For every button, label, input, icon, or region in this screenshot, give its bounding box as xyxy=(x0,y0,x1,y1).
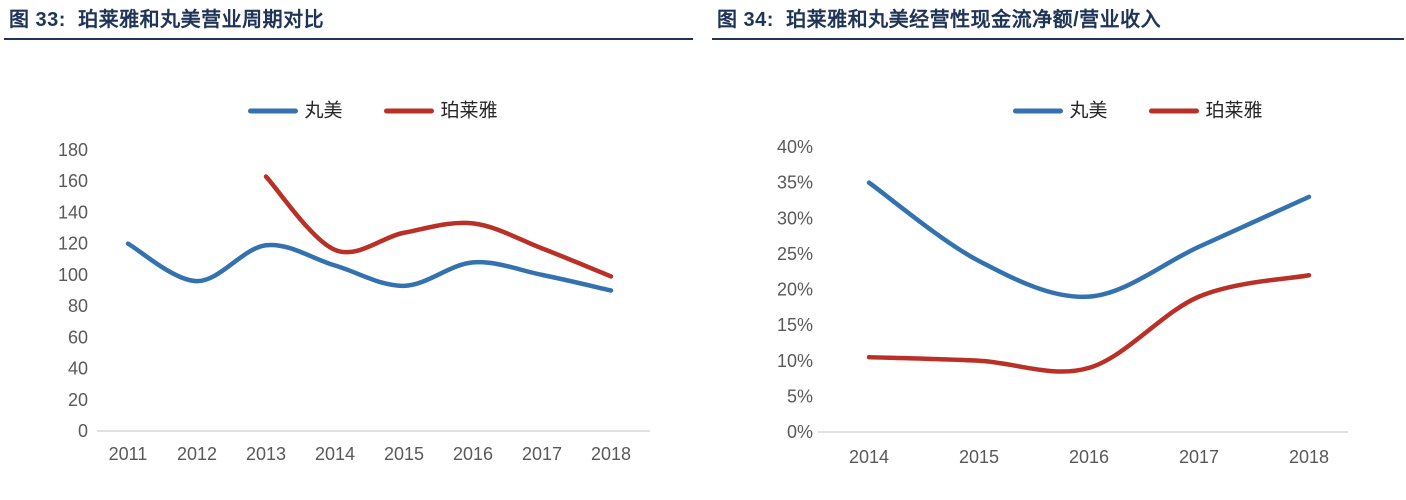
y-tick-label: 0 xyxy=(78,421,88,441)
y-tick-label: 40 xyxy=(68,359,88,379)
legend-label-1: 珀莱雅 xyxy=(441,100,498,122)
y-tick-label: 180 xyxy=(58,140,88,160)
figure-34-title: 图 34: 珀莱雅和丸美经营性现金流净额/营业收入 xyxy=(717,9,1162,31)
x-tick-label: 2015 xyxy=(959,447,999,467)
figure-33-title: 图 33: 珀莱雅和丸美营业周期对比 xyxy=(9,9,325,31)
y-tick-label: 15% xyxy=(777,315,813,335)
figure-33-title-block: 图 33: 珀莱雅和丸美营业周期对比 xyxy=(4,0,693,40)
y-tick-label: 100 xyxy=(58,265,88,285)
x-tick-label: 2018 xyxy=(591,444,631,464)
y-tick-label: 10% xyxy=(777,351,813,371)
x-tick-label: 2015 xyxy=(384,444,424,464)
x-tick-label: 2017 xyxy=(1179,447,1219,467)
y-tick-label: 40% xyxy=(777,137,813,157)
x-tick-label: 2014 xyxy=(849,447,889,467)
y-tick-label: 20 xyxy=(68,390,88,410)
y-tick-label: 5% xyxy=(787,386,813,406)
figure-33-panel: 图 33: 珀莱雅和丸美营业周期对比 0 20 40 60 80 100 120 140 160… xyxy=(4,0,693,464)
x-tick-label: 2016 xyxy=(1069,447,1109,467)
figure-33-chart: 0 20 40 60 80 100 120 140 160 180 2011 2012 2013 2014… xyxy=(58,100,650,464)
x-tick-label: 2012 xyxy=(177,444,217,464)
series-line-1 xyxy=(263,174,614,279)
y-tick-label: 0% xyxy=(787,422,813,442)
y-tick-label: 140 xyxy=(58,202,88,222)
y-tick-label: 20% xyxy=(777,280,813,300)
legend-label-1: 珀莱雅 xyxy=(1206,100,1263,122)
figure-34-title-block: 图 34: 珀莱雅和丸美经营性现金流净额/营业收入 xyxy=(712,0,1404,40)
x-tick-label: 2011 xyxy=(109,444,148,464)
series-line-0 xyxy=(125,241,614,293)
figure-34-panel: 图 34: 珀莱雅和丸美经营性现金流净额/营业收入 0% 5% 10% 15% 20% 2… xyxy=(703,0,1406,500)
y-tick-label: 30% xyxy=(777,208,813,228)
series-line-1 xyxy=(866,273,1312,374)
series-line-0 xyxy=(866,180,1312,300)
y-tick-label: 35% xyxy=(777,173,813,193)
y-tick-label: 120 xyxy=(58,234,88,254)
figure-34-chart: 0% 5% 10% 15% 20% 25% 30% 35% 40% 2014 2015 2016 201… xyxy=(777,100,1348,467)
y-tick-label: 80 xyxy=(68,296,88,316)
legend-label-0: 丸美 xyxy=(1070,100,1108,122)
x-tick-label: 2014 xyxy=(315,444,355,464)
y-tick-label: 160 xyxy=(58,171,88,191)
x-tick-label: 2016 xyxy=(453,444,493,464)
y-tick-label: 25% xyxy=(777,244,813,264)
x-tick-label: 2017 xyxy=(522,444,562,464)
y-tick-label: 60 xyxy=(68,327,88,347)
x-tick-label: 2013 xyxy=(246,444,286,464)
x-tick-label: 2018 xyxy=(1289,447,1329,467)
legend-label-0: 丸美 xyxy=(305,100,343,122)
